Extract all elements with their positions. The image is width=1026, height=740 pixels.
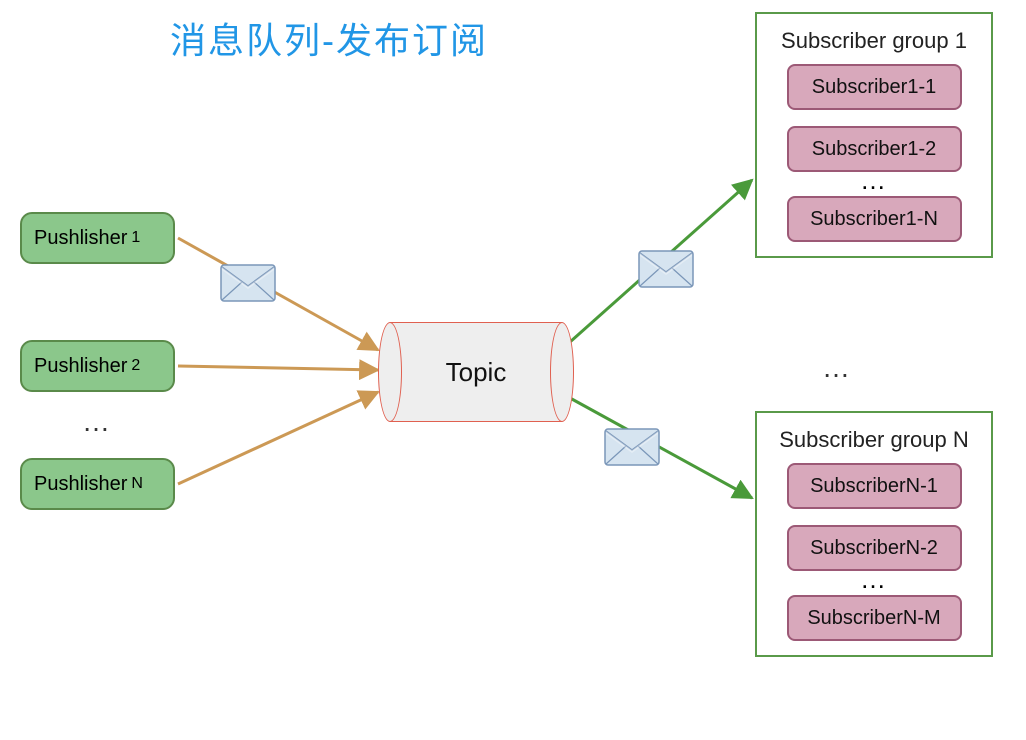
- envelope-icon: [604, 428, 660, 466]
- subscriber-node: Subscriber1-1: [787, 64, 962, 110]
- publisher-label: Pushlisher: [34, 473, 127, 496]
- publisher-num: N: [131, 475, 143, 493]
- subscribers-ellipsis: …: [775, 172, 973, 196]
- publisher-num: 1: [131, 229, 140, 247]
- subscriber-node: SubscriberN-M: [787, 595, 962, 641]
- topic-label: Topic: [378, 322, 574, 422]
- subscriber-node: SubscriberN-1: [787, 463, 962, 509]
- groups-ellipsis: …: [822, 352, 852, 384]
- subscriber-node: Subscriber1-N: [787, 196, 962, 242]
- group-title: Subscriber group 1: [775, 28, 973, 54]
- envelope-icon: [220, 264, 276, 302]
- publisher-label: Pushlisher: [34, 227, 127, 250]
- publisher-node: Pushlisher1: [20, 212, 175, 264]
- publisher-label: Pushlisher: [34, 355, 127, 378]
- topic-node: Topic: [378, 322, 574, 422]
- publisher-node: PushlisherN: [20, 458, 175, 510]
- subscriber-group: Subscriber group 1 Subscriber1-1 Subscribe…: [755, 12, 993, 258]
- group-title: Subscriber group N: [775, 427, 973, 453]
- diagram-title: 消息队列-发布订阅: [170, 12, 488, 64]
- subscriber-group: Subscriber group N SubscriberN-1 Subscribe…: [755, 411, 993, 657]
- publisher-node: Pushlisher2: [20, 340, 175, 392]
- publishers-ellipsis: …: [82, 406, 112, 438]
- subscribers-ellipsis: …: [775, 571, 973, 595]
- envelope-icon: [638, 250, 694, 288]
- publisher-num: 2: [131, 357, 140, 375]
